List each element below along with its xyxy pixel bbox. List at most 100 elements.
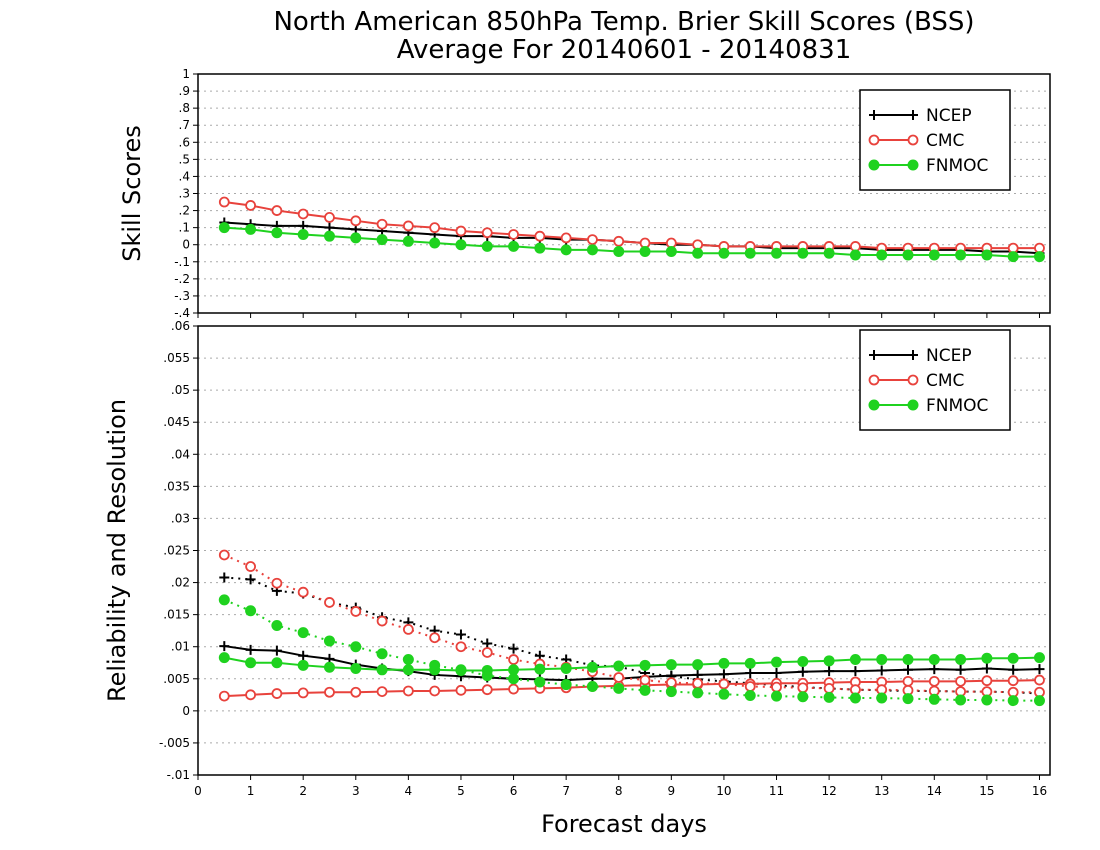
legend-label-ncep: NCEP	[926, 106, 972, 126]
x-tick-label: 6	[510, 784, 518, 798]
data-point-fnmoc	[613, 682, 625, 694]
data-point-fnmoc	[376, 664, 388, 676]
y-axis-label: Reliability and Resolution	[103, 399, 131, 702]
data-point-cmc	[481, 227, 493, 239]
data-point-cmc	[429, 222, 441, 234]
data-point-fnmoc	[350, 663, 362, 675]
panel-top: -.4 -.3 -.2 -.1 0 .1 .2 .3 .4 .5 .6 .7 .8 .9 1 Skill Sc…	[118, 67, 1051, 320]
data-point-fnmoc	[613, 660, 625, 672]
data-point-fnmoc	[297, 627, 309, 639]
data-point-fnmoc	[455, 239, 467, 251]
data-point-fnmoc	[350, 641, 362, 653]
data-point-fnmoc	[876, 249, 888, 261]
data-point-cmc	[218, 549, 230, 561]
data-point-fnmoc	[271, 657, 283, 669]
data-point-cmc	[981, 675, 993, 687]
data-point-cmc	[218, 690, 230, 702]
y-tick-label: .015	[163, 608, 190, 622]
legend-top: NCEP CMC FNMOC	[859, 89, 1011, 191]
data-point-cmc	[718, 678, 730, 690]
data-point-ncep	[482, 638, 493, 649]
y-tick-label: -.2	[174, 272, 190, 286]
x-tick-label: 5	[457, 784, 465, 798]
data-point-fnmoc	[534, 663, 546, 675]
x-tick-label: 7	[562, 784, 570, 798]
data-point-ncep	[903, 664, 913, 675]
data-point-fnmoc	[928, 249, 940, 261]
data-point-fnmoc	[402, 654, 414, 666]
data-point-fnmoc	[744, 247, 756, 259]
data-point-fnmoc	[955, 694, 967, 706]
data-point-fnmoc	[534, 242, 546, 254]
data-point-fnmoc	[876, 692, 888, 704]
data-point-cmc	[455, 641, 467, 653]
data-point-cmc	[271, 205, 283, 216]
data-point-fnmoc	[271, 620, 283, 632]
y-tick-label: .4	[179, 169, 190, 183]
data-point-cmc	[402, 623, 414, 635]
x-tick-label: 16	[1032, 784, 1047, 798]
data-point-cmc	[324, 597, 335, 608]
data-point-ncep	[245, 574, 256, 585]
data-point-ncep	[455, 629, 466, 640]
data-point-cmc	[324, 686, 335, 698]
y-tick-label: .05	[171, 383, 190, 397]
data-point-fnmoc	[823, 655, 835, 667]
data-point-cmc	[245, 561, 256, 572]
data-point-ncep	[824, 666, 835, 677]
x-tick-label: 12	[821, 784, 836, 798]
y-tick-label: .1	[179, 221, 190, 235]
data-point-cmc	[639, 674, 651, 686]
data-point-cmc	[692, 677, 704, 689]
y-axis-label: Skill Scores	[118, 125, 146, 262]
data-point-fnmoc	[455, 664, 467, 676]
data-point-fnmoc	[1007, 652, 1019, 664]
data-point-ncep	[850, 666, 861, 677]
data-point-ncep	[1008, 664, 1019, 675]
data-point-cmc	[297, 687, 309, 699]
data-point-fnmoc	[823, 247, 835, 259]
data-point-ncep	[981, 663, 992, 674]
data-point-fnmoc	[534, 676, 546, 688]
data-point-cmc	[613, 672, 625, 683]
legend-marker	[908, 110, 918, 120]
data-point-cmc	[481, 684, 493, 696]
data-point-cmc	[744, 681, 756, 692]
legend-marker	[908, 350, 918, 360]
series-line-ncep-dotted	[224, 576, 1040, 695]
data-point-fnmoc	[928, 654, 940, 666]
data-point-fnmoc	[586, 244, 598, 256]
data-point-fnmoc	[797, 655, 809, 667]
data-point-fnmoc	[1007, 695, 1019, 707]
data-point-fnmoc	[218, 652, 230, 664]
data-point-fnmoc	[981, 694, 993, 706]
data-point-fnmoc	[1033, 251, 1045, 263]
data-point-fnmoc	[771, 247, 783, 259]
data-point-cmc	[1007, 675, 1019, 687]
panel-bottom: -.01 -.005 0 .005 .01 .015 .02 .025 .03 .035 .04 .0…	[103, 319, 1051, 798]
series-line-cmc-solid	[224, 201, 1040, 250]
data-point-cmc	[297, 208, 309, 220]
x-tick-label: 13	[874, 784, 889, 798]
data-point-fnmoc	[323, 230, 335, 242]
chart-title-line1: North American 850hPa Temp. Brier Skill …	[273, 7, 974, 37]
data-point-fnmoc	[297, 228, 309, 240]
y-tick-label: 0	[182, 704, 190, 718]
data-point-cmc	[1034, 674, 1045, 686]
legend-marker	[868, 399, 880, 411]
x-tick-label: 2	[299, 784, 307, 798]
legend-label-cmc: CMC	[926, 131, 964, 151]
data-point-fnmoc	[902, 693, 914, 705]
data-point-fnmoc	[508, 673, 520, 685]
data-point-cmc	[376, 686, 388, 698]
legend-bottom: NCEP CMC FNMOC	[859, 329, 1011, 431]
data-point-cmc	[560, 232, 572, 244]
data-point-fnmoc	[928, 693, 940, 705]
x-tick-label: 3	[352, 784, 360, 798]
legend-marker	[868, 159, 880, 171]
data-point-fnmoc	[744, 689, 756, 701]
data-point-fnmoc	[771, 690, 783, 702]
legend-marker	[869, 110, 879, 120]
y-tick-label: .025	[163, 544, 190, 558]
